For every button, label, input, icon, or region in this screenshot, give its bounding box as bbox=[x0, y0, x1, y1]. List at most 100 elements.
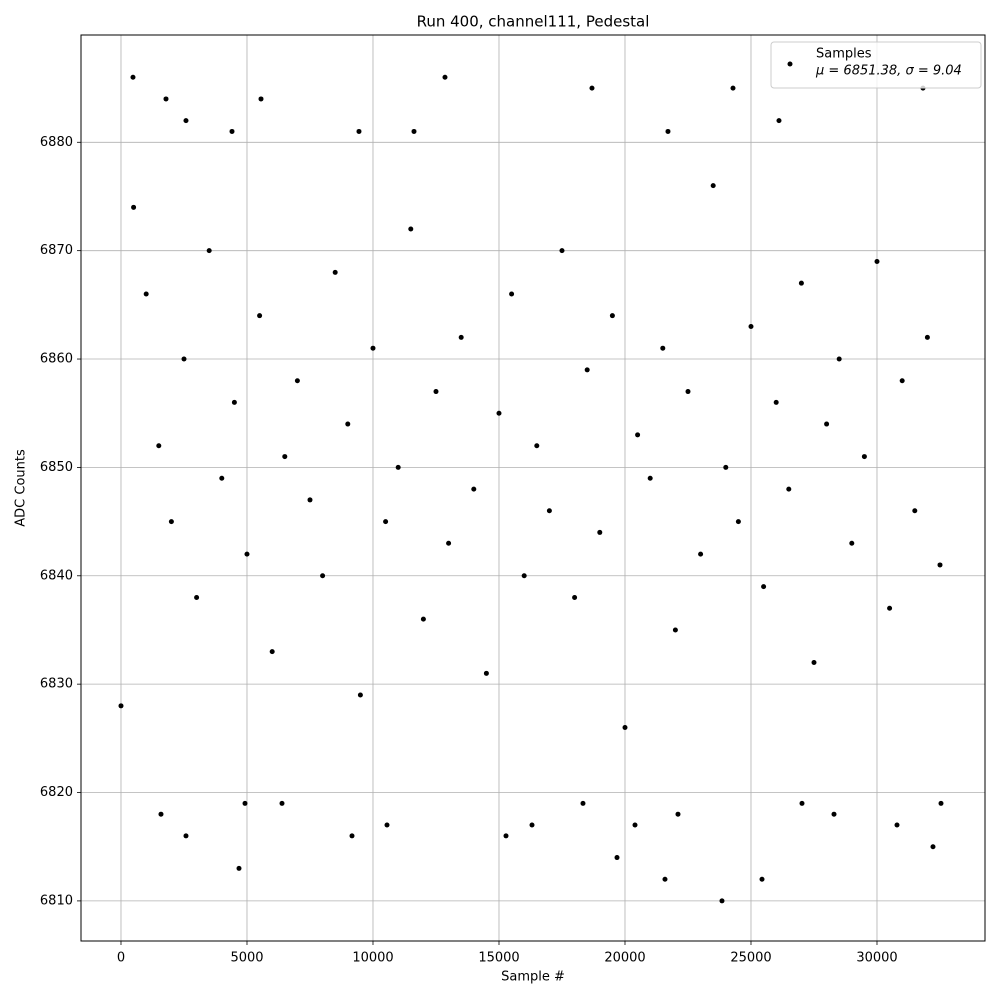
point bbox=[748, 324, 754, 330]
point bbox=[798, 280, 804, 286]
y-tick-label: 6810 bbox=[40, 893, 73, 908]
x-tick-label: 25000 bbox=[730, 951, 771, 966]
point bbox=[231, 399, 237, 405]
point bbox=[580, 800, 586, 806]
point bbox=[662, 876, 668, 882]
point bbox=[614, 855, 620, 861]
point bbox=[158, 811, 164, 817]
point bbox=[503, 833, 509, 839]
y-tick-label: 6820 bbox=[40, 785, 73, 800]
point bbox=[183, 833, 189, 839]
point bbox=[229, 128, 235, 134]
point bbox=[446, 540, 452, 546]
point bbox=[483, 670, 489, 676]
point bbox=[930, 844, 936, 850]
point bbox=[383, 519, 389, 525]
point bbox=[509, 291, 515, 297]
point bbox=[345, 421, 351, 427]
x-tick-label: 30000 bbox=[856, 951, 897, 966]
point bbox=[349, 833, 355, 839]
point bbox=[735, 519, 741, 525]
point bbox=[584, 367, 590, 373]
point bbox=[675, 811, 681, 817]
y-axis-label: ADC Counts bbox=[14, 449, 29, 527]
point bbox=[258, 96, 264, 102]
legend-box bbox=[770, 41, 982, 89]
point bbox=[183, 118, 189, 124]
x-tick-label: 20000 bbox=[604, 951, 645, 966]
y-tick-label: 6880 bbox=[40, 135, 73, 150]
point bbox=[219, 475, 225, 481]
point bbox=[131, 204, 137, 210]
point bbox=[408, 226, 414, 232]
point bbox=[559, 248, 565, 254]
point bbox=[370, 345, 376, 351]
point bbox=[420, 616, 426, 622]
point bbox=[685, 389, 691, 395]
point bbox=[831, 811, 837, 817]
point bbox=[411, 128, 417, 134]
y-tick-label: 6840 bbox=[40, 568, 73, 583]
point bbox=[773, 399, 779, 405]
point bbox=[924, 334, 930, 340]
point bbox=[912, 508, 918, 514]
point bbox=[244, 551, 250, 557]
point bbox=[332, 269, 338, 275]
point bbox=[206, 248, 212, 254]
point bbox=[242, 800, 248, 806]
point bbox=[824, 421, 830, 427]
point bbox=[937, 562, 943, 568]
point bbox=[458, 334, 464, 340]
point bbox=[589, 85, 595, 91]
point bbox=[433, 389, 439, 395]
point bbox=[710, 183, 716, 189]
points bbox=[118, 74, 944, 904]
point bbox=[861, 454, 867, 460]
point bbox=[632, 822, 638, 828]
point bbox=[496, 410, 502, 416]
point bbox=[320, 573, 326, 579]
point bbox=[730, 85, 736, 91]
point bbox=[143, 291, 149, 297]
point bbox=[672, 627, 678, 633]
point bbox=[307, 497, 313, 503]
point bbox=[471, 486, 477, 492]
point bbox=[236, 865, 242, 871]
point bbox=[521, 573, 527, 579]
point bbox=[597, 529, 603, 535]
point bbox=[546, 508, 552, 514]
point bbox=[799, 800, 805, 806]
legend: Samples μ = 6851.38, σ = 9.04 bbox=[770, 41, 982, 89]
point bbox=[887, 605, 893, 611]
point bbox=[719, 898, 725, 904]
legend-note: μ = 6851.38, σ = 9.04 bbox=[815, 64, 962, 79]
point bbox=[761, 584, 767, 590]
point bbox=[622, 725, 628, 731]
point bbox=[181, 356, 187, 362]
point bbox=[836, 356, 842, 362]
point bbox=[194, 594, 200, 600]
point bbox=[899, 378, 905, 384]
point bbox=[534, 443, 540, 449]
y-tick-label: 6850 bbox=[40, 460, 73, 475]
y-tick-label: 6830 bbox=[40, 677, 73, 692]
legend-marker bbox=[787, 61, 793, 67]
point bbox=[635, 432, 641, 438]
x-tick-label: 10000 bbox=[352, 951, 393, 966]
x-tick-label: 5000 bbox=[230, 951, 263, 966]
point bbox=[572, 594, 578, 600]
point bbox=[294, 378, 300, 384]
point bbox=[156, 443, 162, 449]
grid: 0 5000 10000 15000 20000 25000 30000 6810 6820 68… bbox=[40, 35, 985, 966]
point bbox=[849, 540, 855, 546]
y-tick-label: 6860 bbox=[40, 352, 73, 367]
chart-title: Run 400, channel111, Pedestal bbox=[417, 13, 650, 31]
point bbox=[811, 659, 817, 665]
point bbox=[723, 464, 729, 470]
point bbox=[269, 649, 275, 655]
point bbox=[282, 454, 288, 460]
x-tick-label: 0 bbox=[117, 951, 125, 966]
point bbox=[357, 692, 363, 698]
